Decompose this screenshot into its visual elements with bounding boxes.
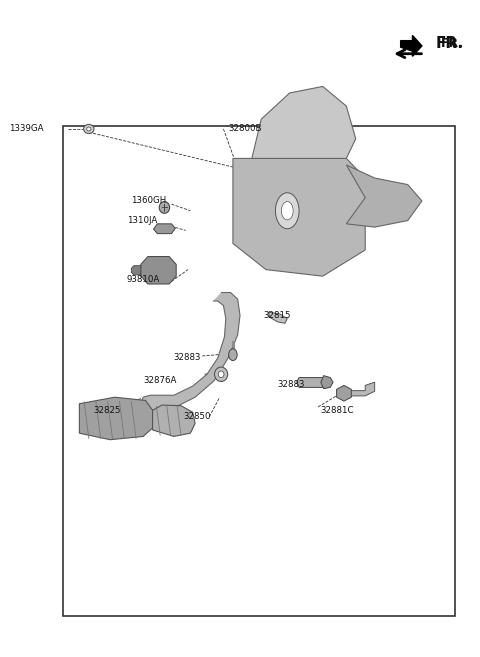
Ellipse shape xyxy=(215,367,228,382)
Ellipse shape xyxy=(281,202,293,220)
Polygon shape xyxy=(153,405,195,436)
Polygon shape xyxy=(401,35,422,57)
Text: 32883: 32883 xyxy=(278,380,305,388)
Polygon shape xyxy=(336,386,351,401)
Text: 32815: 32815 xyxy=(264,311,291,320)
Polygon shape xyxy=(233,158,365,276)
Polygon shape xyxy=(344,382,375,396)
Polygon shape xyxy=(79,397,153,440)
Text: 32825: 32825 xyxy=(94,406,121,415)
Text: 32881C: 32881C xyxy=(320,406,354,415)
Ellipse shape xyxy=(276,193,299,229)
Text: 1360GH: 1360GH xyxy=(132,196,167,206)
Text: 32876A: 32876A xyxy=(143,376,177,386)
Polygon shape xyxy=(141,256,176,284)
Ellipse shape xyxy=(159,202,169,214)
Text: 1339GA: 1339GA xyxy=(10,124,44,133)
Polygon shape xyxy=(154,224,175,234)
Text: FR.: FR. xyxy=(436,36,464,51)
Ellipse shape xyxy=(228,349,237,361)
Polygon shape xyxy=(297,378,327,388)
Bar xyxy=(63,125,455,616)
PathPatch shape xyxy=(141,292,240,413)
Text: 93810A: 93810A xyxy=(127,275,160,284)
Text: 32800B: 32800B xyxy=(228,124,262,133)
Polygon shape xyxy=(132,265,141,275)
Polygon shape xyxy=(268,312,287,323)
Ellipse shape xyxy=(218,371,224,378)
Text: 32883: 32883 xyxy=(174,353,202,363)
Ellipse shape xyxy=(84,124,94,133)
Text: 32850: 32850 xyxy=(183,413,211,421)
Text: 1310JA: 1310JA xyxy=(127,216,157,225)
Ellipse shape xyxy=(87,127,91,131)
Polygon shape xyxy=(252,87,356,158)
Polygon shape xyxy=(321,376,333,389)
Text: FR.: FR. xyxy=(441,37,464,51)
Polygon shape xyxy=(346,165,422,227)
